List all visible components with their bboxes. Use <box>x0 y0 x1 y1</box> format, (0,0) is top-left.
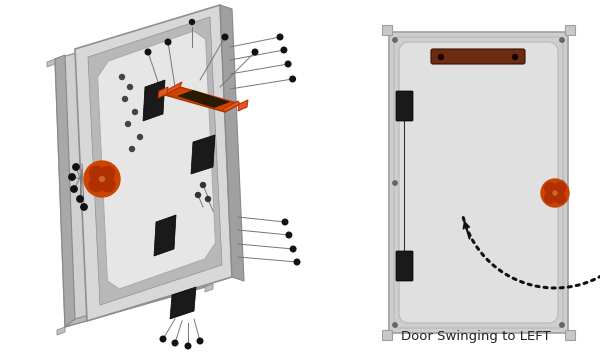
Polygon shape <box>98 31 215 289</box>
Polygon shape <box>170 287 196 319</box>
Polygon shape <box>223 101 240 112</box>
Circle shape <box>101 178 115 192</box>
Circle shape <box>101 166 115 180</box>
Circle shape <box>393 181 397 185</box>
Circle shape <box>512 55 517 60</box>
Circle shape <box>222 34 228 40</box>
Polygon shape <box>165 87 240 112</box>
Circle shape <box>89 178 103 192</box>
Polygon shape <box>158 87 168 98</box>
Polygon shape <box>143 80 165 121</box>
Circle shape <box>560 181 564 185</box>
Circle shape <box>185 343 191 349</box>
Polygon shape <box>191 135 215 174</box>
Circle shape <box>286 232 292 238</box>
Circle shape <box>393 323 397 327</box>
Polygon shape <box>65 279 215 327</box>
Circle shape <box>97 174 107 184</box>
Circle shape <box>290 76 295 82</box>
Circle shape <box>125 121 131 126</box>
Polygon shape <box>205 284 213 292</box>
Circle shape <box>128 85 133 90</box>
Circle shape <box>133 110 137 115</box>
Circle shape <box>119 75 125 80</box>
Circle shape <box>160 336 166 342</box>
Circle shape <box>196 192 200 197</box>
Polygon shape <box>220 5 244 281</box>
Polygon shape <box>55 55 75 327</box>
Circle shape <box>290 246 296 252</box>
Circle shape <box>551 189 559 197</box>
FancyBboxPatch shape <box>565 25 575 35</box>
Circle shape <box>100 176 104 181</box>
Circle shape <box>81 204 87 210</box>
Circle shape <box>560 323 564 327</box>
Circle shape <box>130 146 134 151</box>
Polygon shape <box>47 59 55 67</box>
Circle shape <box>190 20 194 25</box>
FancyBboxPatch shape <box>382 330 392 340</box>
Circle shape <box>439 55 443 60</box>
Circle shape <box>553 191 557 195</box>
Circle shape <box>554 192 565 203</box>
Polygon shape <box>195 16 203 24</box>
Circle shape <box>89 166 103 180</box>
Circle shape <box>69 174 75 180</box>
Polygon shape <box>57 327 65 335</box>
FancyBboxPatch shape <box>431 49 525 64</box>
Circle shape <box>84 161 120 197</box>
Polygon shape <box>177 90 230 108</box>
Circle shape <box>137 135 143 140</box>
Polygon shape <box>238 100 248 111</box>
Circle shape <box>393 38 397 42</box>
Circle shape <box>560 38 564 42</box>
Circle shape <box>197 338 203 344</box>
Circle shape <box>545 182 556 193</box>
FancyBboxPatch shape <box>389 32 568 333</box>
Circle shape <box>281 47 287 53</box>
Circle shape <box>282 219 288 225</box>
Polygon shape <box>55 19 205 327</box>
FancyBboxPatch shape <box>399 42 558 323</box>
Circle shape <box>73 164 79 170</box>
Text: Door Swinging to LEFT: Door Swinging to LEFT <box>401 330 551 343</box>
Polygon shape <box>165 82 182 95</box>
FancyBboxPatch shape <box>396 251 413 281</box>
Circle shape <box>541 179 569 207</box>
Circle shape <box>145 49 151 55</box>
Polygon shape <box>88 17 222 305</box>
Circle shape <box>165 39 171 45</box>
Circle shape <box>286 61 291 67</box>
Circle shape <box>71 186 77 192</box>
Circle shape <box>172 340 178 346</box>
Circle shape <box>277 34 283 40</box>
Circle shape <box>554 182 565 193</box>
Circle shape <box>545 192 556 203</box>
FancyBboxPatch shape <box>396 91 413 121</box>
Circle shape <box>77 196 83 202</box>
Circle shape <box>252 49 258 55</box>
Circle shape <box>200 182 205 187</box>
Polygon shape <box>75 5 232 321</box>
FancyBboxPatch shape <box>565 330 575 340</box>
Polygon shape <box>154 215 176 256</box>
Circle shape <box>122 96 128 101</box>
Circle shape <box>294 259 300 265</box>
Circle shape <box>205 196 211 201</box>
FancyBboxPatch shape <box>382 25 392 35</box>
